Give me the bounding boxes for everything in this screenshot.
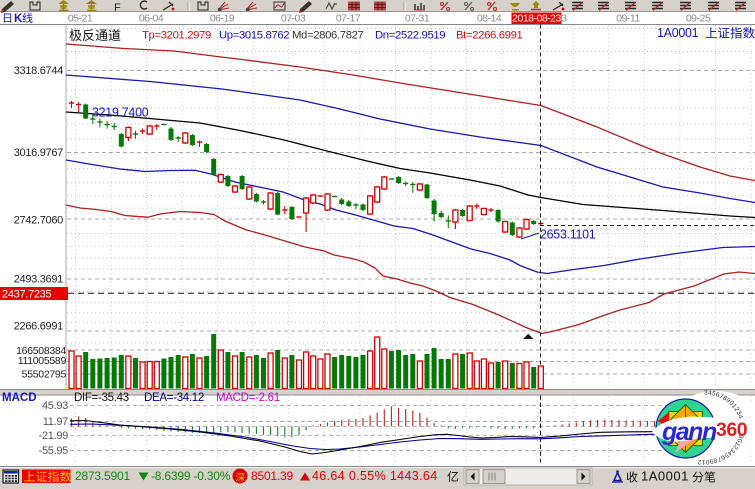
svg-text:11.97: 11.97 (43, 416, 68, 428)
svg-text:-55.95: -55.95 (39, 445, 69, 457)
svg-text:Dn=2522.9519: Dn=2522.9519 (375, 30, 445, 42)
svg-text:166508384: 166508384 (16, 345, 66, 357)
svg-text:gann: gann (661, 418, 717, 446)
svg-text:46.64 0.55% 1443.64: 46.64 0.55% 1443.64 (312, 469, 438, 483)
svg-text:08-14: 08-14 (477, 13, 502, 25)
svg-text:2653.1101: 2653.1101 (540, 228, 596, 242)
svg-text:05-21: 05-21 (68, 13, 93, 25)
svg-text:2742.7060: 2742.7060 (14, 215, 63, 227)
svg-text:8501.39: 8501.39 (251, 469, 294, 483)
svg-text:Bt=2266.6991: Bt=2266.6991 (456, 30, 523, 42)
svg-text:DEA=-34.12: DEA=-34.12 (144, 392, 204, 404)
svg-text:F: F (114, 2, 121, 14)
svg-text:3219.7400: 3219.7400 (92, 106, 149, 120)
svg-text:1A0001: 1A0001 (657, 26, 699, 40)
svg-text:1A0001: 1A0001 (641, 469, 689, 484)
svg-text:MACD: MACD (2, 392, 37, 404)
svg-text:111005589: 111005589 (18, 355, 67, 367)
svg-text:K: K (14, 13, 23, 25)
svg-text:07-17: 07-17 (336, 13, 361, 25)
svg-text:07-03: 07-03 (281, 13, 306, 25)
svg-text:2018-08-23: 2018-08-23 (512, 13, 561, 25)
svg-text:06-19: 06-19 (210, 13, 235, 25)
svg-text:-21.99: -21.99 (39, 430, 69, 442)
svg-text:3318.6744: 3318.6744 (14, 65, 63, 77)
svg-text:09-11: 09-11 (616, 13, 640, 25)
svg-text:3: 3 (561, 13, 567, 25)
svg-text:2266.6991: 2266.6991 (14, 321, 63, 333)
svg-text:3016.9767: 3016.9767 (14, 147, 63, 159)
svg-text:360: 360 (716, 419, 748, 441)
svg-text:Up=3015.8762: Up=3015.8762 (219, 30, 289, 42)
svg-text:2437.7235: 2437.7235 (2, 288, 51, 300)
svg-text:DIF=-35.43: DIF=-35.43 (74, 392, 129, 404)
svg-text:2873.5901: 2873.5901 (75, 469, 130, 483)
svg-text:Tp=3201.2979: Tp=3201.2979 (142, 30, 211, 42)
svg-text:07-31: 07-31 (405, 13, 430, 25)
svg-text:55502795: 55502795 (22, 368, 67, 380)
svg-text:Md=2806.7827: Md=2806.7827 (292, 30, 364, 42)
svg-text:45.93: 45.93 (42, 400, 68, 412)
svg-text:09-25: 09-25 (686, 13, 711, 25)
svg-text:06-04: 06-04 (139, 13, 164, 25)
svg-text:MACD=-2.61: MACD=-2.61 (216, 392, 280, 404)
svg-text:2493.3691: 2493.3691 (14, 274, 63, 286)
svg-text:-8.6399 -0.30%: -8.6399 -0.30% (151, 469, 231, 483)
